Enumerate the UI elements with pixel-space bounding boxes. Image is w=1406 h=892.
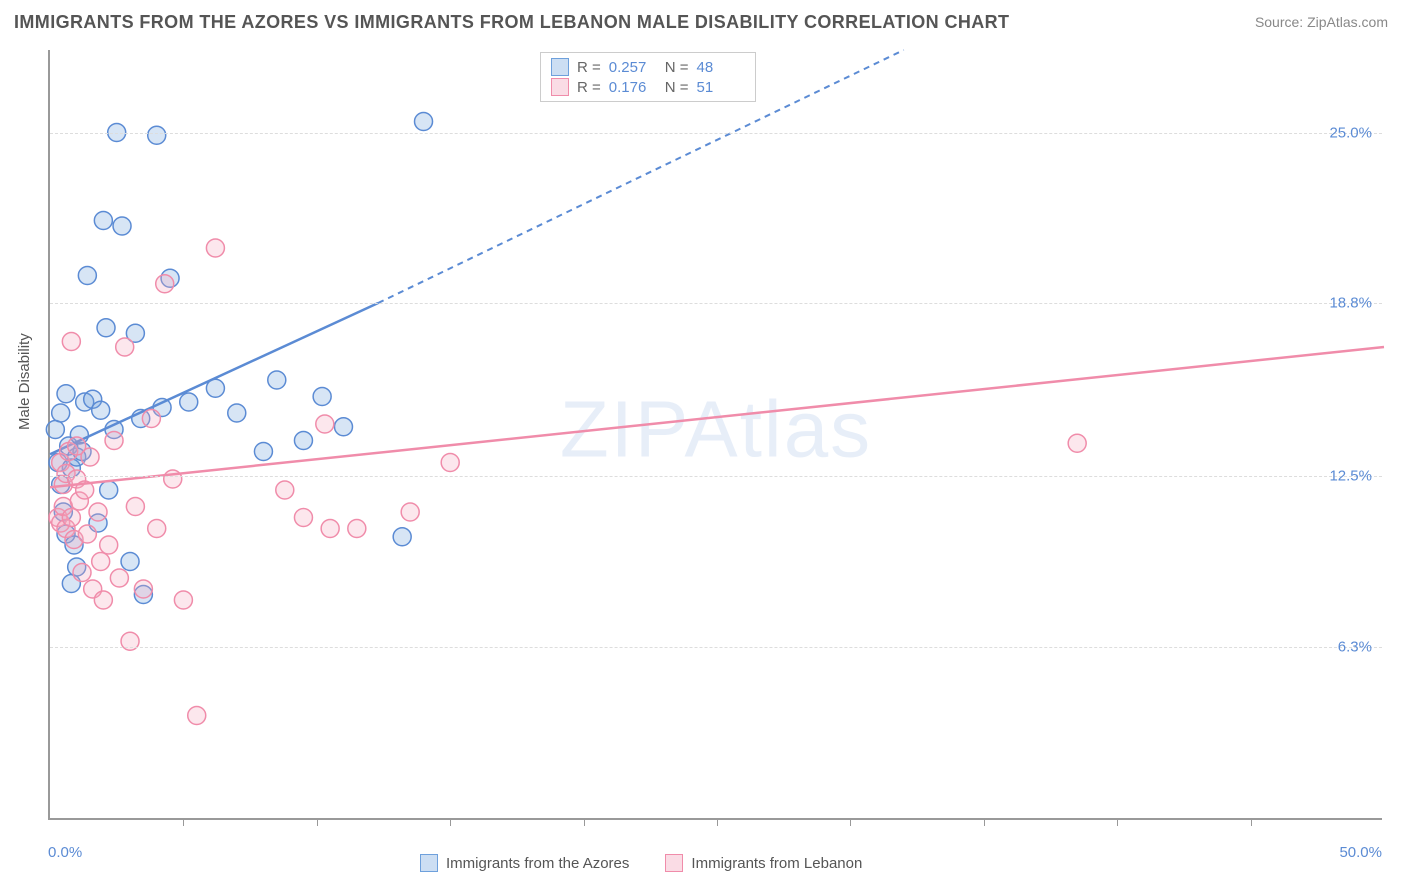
gridline xyxy=(50,133,1382,134)
r-label: R = xyxy=(577,59,601,76)
series-legend: Immigrants from the Azores Immigrants fr… xyxy=(420,854,862,872)
x-tick xyxy=(1251,818,1252,826)
scatter-point xyxy=(415,113,433,131)
swatch-icon xyxy=(551,58,569,76)
correlation-legend: R = 0.257 N = 48 R = 0.176 N = 51 xyxy=(540,52,756,102)
scatter-point xyxy=(174,591,192,609)
n-label: N = xyxy=(665,79,689,96)
scatter-point xyxy=(294,509,312,527)
swatch-icon xyxy=(665,854,683,872)
x-tick xyxy=(450,818,451,826)
x-axis-max-label: 50.0% xyxy=(1339,844,1382,861)
page-title: IMMIGRANTS FROM THE AZORES VS IMMIGRANTS… xyxy=(14,12,1009,33)
scatter-point xyxy=(441,454,459,472)
gridline xyxy=(50,647,1382,648)
scatter-point xyxy=(89,503,107,521)
scatter-plot: ZIPAtlas 6.3%12.5%18.8%25.0% xyxy=(48,50,1382,820)
scatter-point xyxy=(321,520,339,538)
scatter-point xyxy=(73,564,91,582)
scatter-point xyxy=(393,528,411,546)
n-value: 51 xyxy=(697,79,745,96)
scatter-point xyxy=(62,333,80,351)
scatter-point xyxy=(316,415,334,433)
swatch-icon xyxy=(551,78,569,96)
n-value: 48 xyxy=(697,59,745,76)
scatter-point xyxy=(268,371,286,389)
legend-row-azores: R = 0.257 N = 48 xyxy=(551,57,745,77)
gridline xyxy=(50,303,1382,304)
legend-item-lebanon: Immigrants from Lebanon xyxy=(665,854,862,872)
swatch-icon xyxy=(420,854,438,872)
x-tick xyxy=(1117,818,1118,826)
scatter-point xyxy=(142,410,160,428)
x-tick xyxy=(584,818,585,826)
x-tick xyxy=(717,818,718,826)
scatter-point xyxy=(46,421,64,439)
scatter-point xyxy=(276,481,294,499)
legend-label: Immigrants from Lebanon xyxy=(691,855,862,872)
scatter-point xyxy=(92,553,110,571)
x-axis-min-label: 0.0% xyxy=(48,844,82,861)
legend-label: Immigrants from the Azores xyxy=(446,855,629,872)
scatter-point xyxy=(254,443,272,461)
scatter-point xyxy=(148,520,166,538)
scatter-point xyxy=(180,393,198,411)
scatter-point xyxy=(113,217,131,235)
x-tick xyxy=(183,818,184,826)
scatter-point xyxy=(148,126,166,144)
scatter-point xyxy=(401,503,419,521)
trend-line xyxy=(50,347,1384,487)
r-value: 0.176 xyxy=(609,79,657,96)
r-label: R = xyxy=(577,79,601,96)
y-tick-label: 25.0% xyxy=(1329,124,1372,141)
scatter-point xyxy=(156,275,174,293)
scatter-point xyxy=(206,239,224,257)
scatter-point xyxy=(188,707,206,725)
scatter-point xyxy=(121,553,139,571)
scatter-point xyxy=(52,404,70,422)
scatter-point xyxy=(126,498,144,516)
plot-svg xyxy=(50,50,1382,818)
scatter-point xyxy=(334,418,352,436)
scatter-point xyxy=(100,536,118,554)
r-value: 0.257 xyxy=(609,59,657,76)
legend-item-azores: Immigrants from the Azores xyxy=(420,854,629,872)
scatter-point xyxy=(92,401,110,419)
scatter-point xyxy=(100,481,118,499)
scatter-point xyxy=(105,432,123,450)
x-tick xyxy=(850,818,851,826)
scatter-point xyxy=(97,319,115,337)
x-tick xyxy=(984,818,985,826)
scatter-point xyxy=(134,580,152,598)
scatter-point xyxy=(110,569,128,587)
scatter-point xyxy=(81,448,99,466)
gridline xyxy=(50,476,1382,477)
source-attribution: Source: ZipAtlas.com xyxy=(1255,14,1388,30)
legend-row-lebanon: R = 0.176 N = 51 xyxy=(551,77,745,97)
n-label: N = xyxy=(665,59,689,76)
scatter-point xyxy=(62,509,80,527)
scatter-point xyxy=(294,432,312,450)
scatter-point xyxy=(313,388,331,406)
y-tick-label: 6.3% xyxy=(1338,638,1372,655)
y-tick-label: 18.8% xyxy=(1329,295,1372,312)
scatter-point xyxy=(94,212,112,230)
scatter-point xyxy=(94,591,112,609)
scatter-point xyxy=(348,520,366,538)
scatter-point xyxy=(78,525,96,543)
scatter-point xyxy=(57,385,75,403)
scatter-point xyxy=(1068,434,1086,452)
y-axis-label: Male Disability xyxy=(16,333,33,430)
y-tick-label: 12.5% xyxy=(1329,468,1372,485)
scatter-point xyxy=(116,338,134,356)
scatter-point xyxy=(78,267,96,285)
scatter-point xyxy=(228,404,246,422)
x-tick xyxy=(317,818,318,826)
